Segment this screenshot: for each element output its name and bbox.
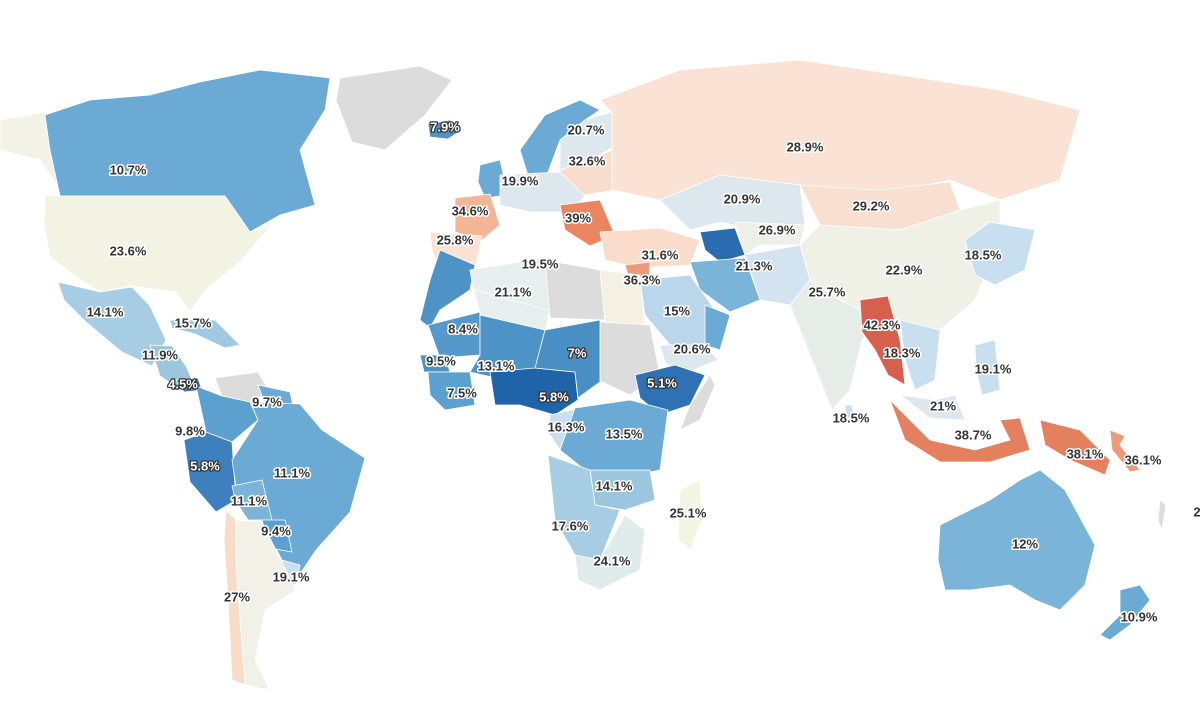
- value-label-balkans: 39%: [565, 210, 591, 225]
- value-label-thailand-vietnam: 18.3%: [884, 345, 921, 360]
- value-label-zambia-malawi: 14.1%: [596, 478, 633, 493]
- value-label-canada: 10.7%: [110, 162, 147, 177]
- value-label-turkey: 31.6%: [642, 247, 679, 262]
- region-greenland[interactable]: [335, 65, 453, 151]
- region-uzbekistan-kyrgyz[interactable]: [734, 221, 806, 256]
- value-label-malaysia: 21%: [930, 398, 956, 413]
- value-label-solomon: 36.1%: [1125, 452, 1162, 467]
- value-label-iberia: 25.8%: [437, 232, 474, 247]
- value-label-korea-japan: 18.5%: [965, 247, 1002, 262]
- region-solomon[interactable]: [1109, 429, 1141, 473]
- value-label-colombia: 9.8%: [175, 423, 205, 438]
- region-philippines[interactable]: [974, 339, 1001, 396]
- value-label-algeria: 19.5%: [522, 256, 559, 271]
- region-india[interactable]: [789, 279, 881, 411]
- value-label-papua: 38.1%: [1067, 446, 1104, 461]
- value-label-myanmar: 42.3%: [864, 317, 901, 332]
- region-papua[interactable]: [1039, 419, 1111, 476]
- value-label-madagascar: 25.1%: [670, 505, 707, 520]
- value-label-uzbekistan-kyrgyz: 26.9%: [759, 222, 796, 237]
- value-label-panama: 4.5%: [168, 376, 198, 391]
- region-indonesia[interactable]: [889, 399, 1031, 463]
- value-label-levant: 36.3%: [624, 272, 661, 287]
- country-shapes: [0, 59, 1167, 691]
- region-malaysia[interactable]: [898, 394, 966, 421]
- region-niger-chad[interactable]: [534, 319, 601, 399]
- region-somalia[interactable]: [679, 374, 716, 431]
- region-usa[interactable]: [43, 195, 272, 313]
- region-thailand-vietnam[interactable]: [899, 319, 941, 391]
- value-label-niger-chad: 7%: [568, 345, 587, 360]
- region-bolivia[interactable]: [231, 479, 273, 521]
- region-alaska-yukon[interactable]: [0, 111, 61, 191]
- region-chile[interactable]: [223, 509, 246, 686]
- value-label-baltics-belarus: 32.6%: [569, 153, 606, 168]
- region-angola-namibia[interactable]: [547, 454, 621, 561]
- value-label-senegal: 9.5%: [426, 353, 456, 368]
- region-australia[interactable]: [937, 469, 1096, 611]
- region-france[interactable]: [454, 193, 501, 241]
- region-guinea[interactable]: [427, 371, 476, 411]
- value-label-central-europe: 19.9%: [502, 173, 539, 188]
- value-label-brazil: 11.1%: [274, 465, 311, 480]
- region-iran[interactable]: [689, 257, 761, 313]
- value-label-indonesia: 38.7%: [955, 427, 992, 442]
- value-label-drc-east-africa: 13.5%: [606, 426, 643, 441]
- value-label-gabon-congo: 16.3%: [548, 419, 585, 434]
- region-iceland[interactable]: [427, 119, 463, 140]
- value-label-guinea: 7.5%: [447, 385, 477, 400]
- region-turkmenistan[interactable]: [699, 227, 746, 263]
- value-label-angola-namibia: 17.6%: [552, 518, 589, 533]
- value-label-mongolia: 29.2%: [853, 198, 890, 213]
- value-label-nigeria: 5.8%: [539, 389, 569, 404]
- value-label-central-america: 11.9%: [142, 347, 179, 362]
- region-new-zealand[interactable]: [1099, 584, 1151, 641]
- region-korea-japan[interactable]: [964, 221, 1036, 286]
- region-pacific-edge[interactable]: [1157, 499, 1167, 532]
- value-label-kazakhstan: 20.9%: [724, 191, 761, 206]
- region-oman[interactable]: [704, 304, 731, 351]
- region-turkey[interactable]: [599, 227, 701, 269]
- value-label-mexico: 14.1%: [87, 304, 124, 319]
- value-label-china: 22.9%: [886, 262, 923, 277]
- value-label-guyana: 9.7%: [252, 394, 282, 409]
- region-south-africa[interactable]: [574, 514, 646, 591]
- value-label-afghanistan-pakistan: 21.3%: [736, 258, 773, 273]
- value-label-uruguay: 19.1%: [273, 569, 310, 584]
- value-label-finland-sweden: 20.7%: [568, 122, 605, 137]
- value-label-paraguay: 9.4%: [261, 523, 291, 538]
- region-russia[interactable]: [599, 59, 1081, 201]
- value-label-saudi-arabia: 15%: [664, 303, 690, 318]
- value-label-russia: 28.9%: [787, 139, 824, 154]
- value-label-peru: 5.8%: [190, 458, 220, 473]
- value-label-france: 34.6%: [452, 203, 489, 218]
- value-label-philippines: 19.1%: [975, 361, 1012, 376]
- value-labels: 10.7% 23.6% 7.9% 14.1% 11.9% 15.7% 4.5% 9.7% 9.8…: [85, 118, 1200, 626]
- value-label-australia: 12%: [1012, 536, 1038, 551]
- value-label-india: 25.7%: [809, 284, 846, 299]
- value-label-sri-lanka: 18.5%: [833, 410, 870, 425]
- value-label-ethiopia: 5.1%: [647, 375, 677, 390]
- region-madagascar[interactable]: [677, 479, 703, 551]
- value-label-mauritania: 8.4%: [448, 321, 478, 336]
- region-myanmar[interactable]: [859, 295, 906, 386]
- value-label-pacific-edge: 2: [1193, 504, 1200, 519]
- value-label-usa: 23.6%: [110, 243, 147, 258]
- value-label-argentina: 27%: [224, 589, 250, 604]
- value-label-burkina-mali: 13.1%: [478, 358, 515, 373]
- value-label-new-zealand: 10.9%: [1121, 609, 1158, 624]
- region-caribbean[interactable]: [169, 319, 241, 349]
- value-label-mali-north: 21.1%: [495, 284, 532, 299]
- value-label-iceland: 7.9%: [430, 119, 460, 134]
- region-venezuela[interactable]: [214, 371, 271, 403]
- value-label-yemen-oman: 20.6%: [674, 341, 711, 356]
- value-label-south-africa: 24.1%: [594, 553, 631, 568]
- value-label-caribbean: 15.7%: [175, 315, 212, 330]
- region-sri-lanka[interactable]: [844, 404, 855, 419]
- value-label-bolivia: 11.1%: [231, 493, 268, 508]
